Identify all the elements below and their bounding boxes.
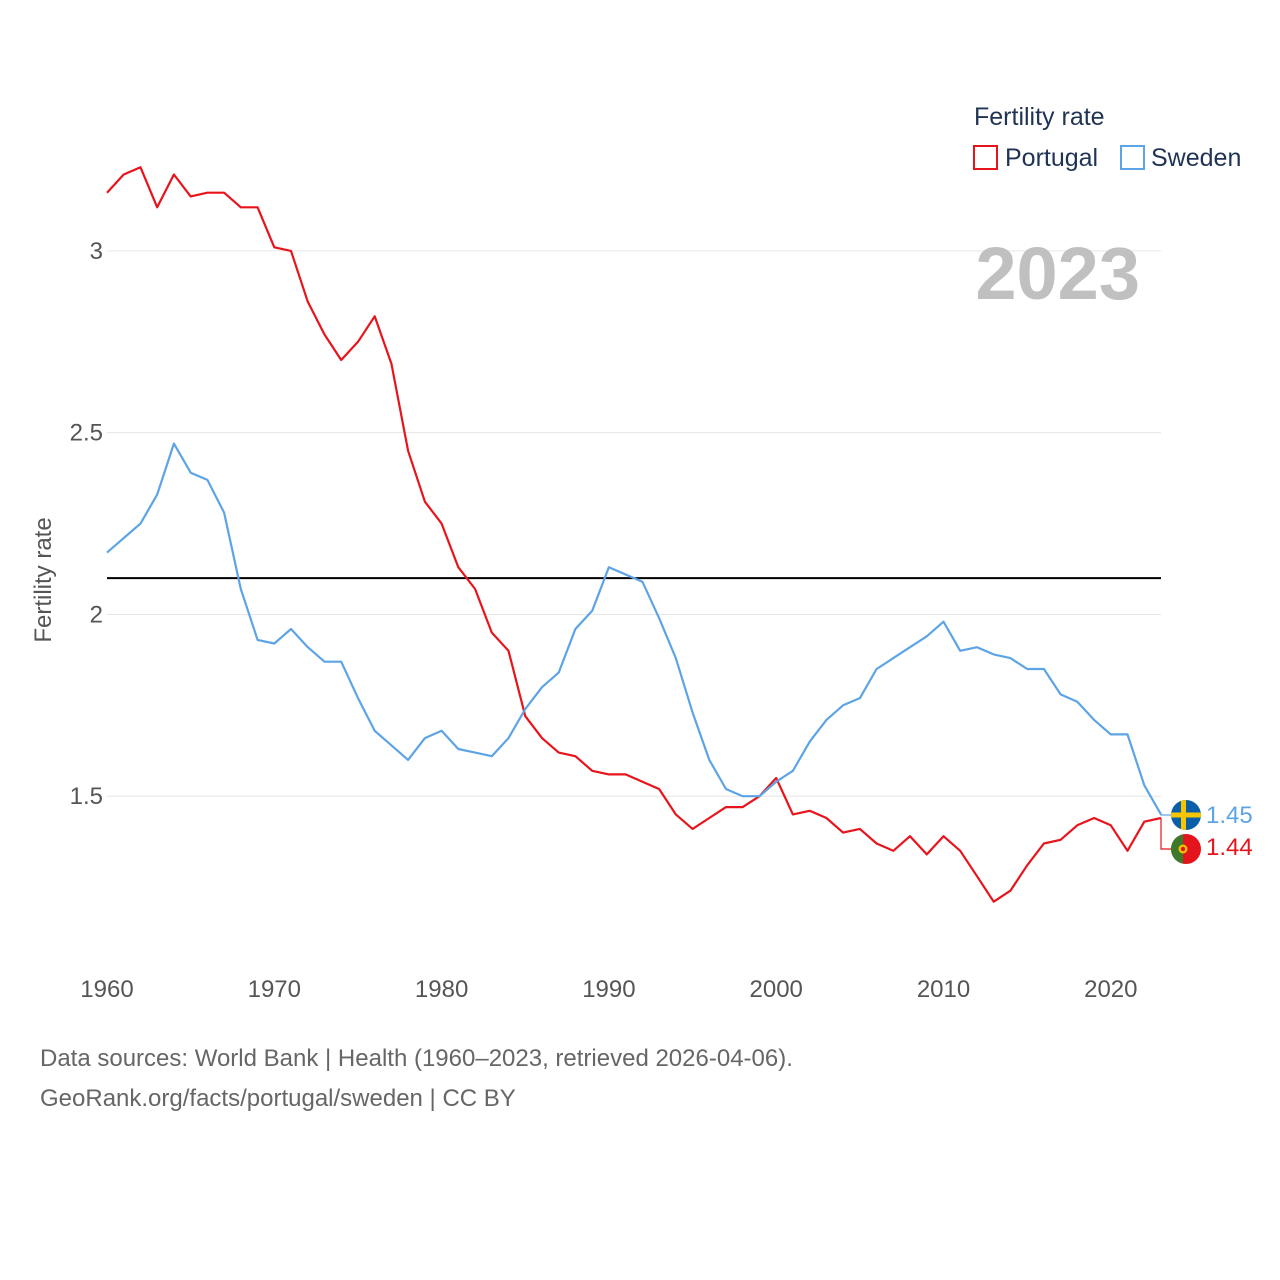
gridlines [107, 250, 1161, 797]
y-axis-title: Fertility rate [30, 517, 57, 642]
series-line-portugal[interactable] [106, 166, 1162, 903]
legend-label-sweden[interactable]: Sweden [1151, 144, 1241, 172]
series-lines [106, 166, 1162, 903]
legend-swatch-sweden[interactable] [1120, 145, 1145, 170]
portugal-end-connector [1160, 818, 1171, 850]
end-markers: 1.45 1.44 [1160, 800, 1253, 864]
x-tick-label: 1980 [415, 976, 468, 1003]
y-axis-ticks: 1.5 2 2.5 3 [70, 238, 103, 810]
portugal-flag-icon [1171, 834, 1201, 864]
x-tick-label: 2020 [1084, 976, 1137, 1003]
y-tick-label: 1.5 [70, 783, 103, 810]
sweden-flag-icon [1171, 800, 1201, 830]
x-tick-label: 1990 [582, 976, 635, 1003]
x-tick-label: 1970 [248, 976, 301, 1003]
series-line-sweden[interactable] [106, 442, 1162, 815]
footer-sources: Data sources: World Bank | Health (1960–… [40, 1045, 793, 1072]
sweden-end-connector [1160, 814, 1171, 816]
legend-swatch-portugal[interactable] [973, 145, 998, 170]
y-tick-label: 2 [90, 601, 103, 628]
x-tick-label: 2010 [917, 976, 970, 1003]
legend-label-portugal[interactable]: Portugal [1005, 144, 1098, 172]
x-tick-label: 2000 [750, 976, 803, 1003]
legend-title: Fertility rate [974, 103, 1105, 131]
y-tick-label: 2.5 [70, 420, 103, 447]
x-axis-ticks: 1960 1970 1980 1990 2000 2010 2020 [80, 976, 1137, 1003]
footer-credit[interactable]: GeoRank.org/facts/portugal/sweden | CC B… [40, 1085, 516, 1112]
legend: Fertility rate Portugal Sweden [973, 103, 1241, 172]
year-label: 2023 [975, 232, 1140, 315]
sweden-end-value: 1.45 [1206, 802, 1253, 829]
portugal-end-value: 1.44 [1206, 834, 1253, 861]
y-tick-label: 3 [90, 238, 103, 265]
x-tick-label: 1960 [80, 976, 133, 1003]
